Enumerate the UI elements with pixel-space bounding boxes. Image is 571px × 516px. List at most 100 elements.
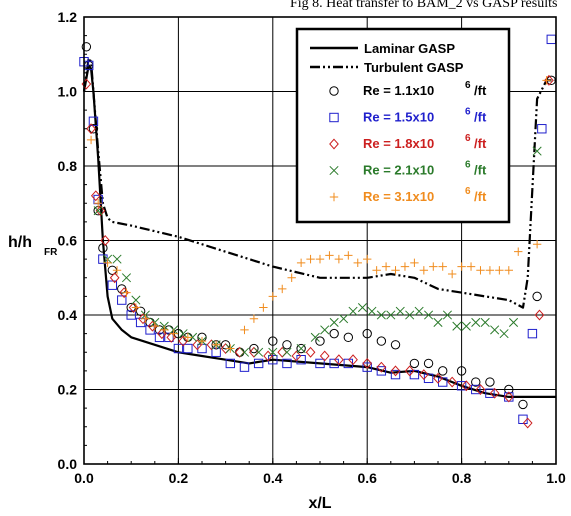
legend-series-unit: /ft: [474, 189, 487, 204]
diamond-marker: [291, 350, 302, 362]
diamond-marker: [376, 361, 387, 373]
y-axis-label-sub: FR: [44, 247, 58, 258]
plus-marker: [363, 254, 372, 264]
data-points: [79, 34, 556, 429]
y-tick-label: 1.0: [58, 84, 78, 100]
series-2-points: [79, 34, 556, 425]
turbulent-gasp-line: [82, 56, 556, 309]
x-tick-label: 0.2: [169, 470, 189, 486]
plus-marker: [226, 344, 235, 353]
legend-series-unit: /ft: [474, 83, 487, 98]
cross-marker: [490, 325, 500, 335]
cross-marker: [329, 317, 339, 328]
diamond-marker: [362, 357, 373, 369]
square-marker: [135, 317, 146, 328]
cross-marker: [268, 347, 278, 357]
square-marker: [98, 254, 108, 264]
plus-marker: [131, 303, 141, 312]
plus-marker: [296, 258, 306, 268]
square-marker: [239, 362, 250, 372]
legend: Laminar GASP Turbulent GASP Re = 1.1x10 6…: [295, 27, 511, 224]
diamond-marker: [489, 387, 500, 399]
plus-marker: [169, 329, 178, 338]
plus-marker: [112, 266, 122, 275]
legend-laminar-label: Laminar GASP: [364, 41, 455, 56]
square-marker: [518, 414, 528, 425]
legend-series-label: Re = 2.1x10: [363, 163, 434, 178]
cross-marker: [433, 317, 443, 328]
square-marker: [253, 358, 264, 369]
square-marker: [546, 34, 556, 45]
axis-ticks: [83, 16, 557, 465]
plus-marker: [197, 336, 207, 346]
plus-marker: [268, 292, 277, 301]
legend-diamond-marker: [329, 138, 339, 150]
cross-marker: [508, 317, 519, 328]
circle-marker: [456, 366, 467, 376]
plus-marker: [400, 262, 410, 271]
diamond-marker: [522, 417, 533, 429]
square-marker: [173, 343, 184, 354]
circle-marker: [117, 284, 127, 294]
legend-series-exponent: 6: [465, 80, 471, 91]
cross-marker: [131, 295, 141, 305]
circle-marker: [376, 336, 387, 346]
cross-marker: [296, 343, 306, 354]
legend-series-label: Re = 1.8x10: [363, 136, 434, 151]
y-tick-label: 0.8: [58, 158, 78, 174]
plus-marker: [315, 254, 325, 264]
diamond-marker: [334, 354, 344, 366]
legend-square-marker: [329, 112, 339, 123]
cross-marker: [386, 310, 396, 320]
y-tick-label: 0.6: [58, 233, 78, 249]
square-marker: [117, 295, 127, 305]
legend-series-label: Re = 1.1x10: [363, 83, 434, 98]
cross-marker: [254, 347, 264, 357]
circle-marker: [485, 377, 495, 387]
square-marker: [88, 116, 99, 126]
plus-marker: [259, 303, 268, 312]
x-tick-label: 1.0: [546, 470, 566, 486]
circle-marker: [343, 332, 354, 343]
chart-title: Fig 8. Heat transfer to BAM_2 vs GASP re…: [290, 0, 557, 11]
legend-series-exponent: 6: [465, 186, 471, 197]
circle-marker: [329, 328, 339, 339]
cross-marker: [480, 317, 490, 328]
legend-circle-marker: [329, 86, 339, 96]
circle-marker: [88, 124, 99, 134]
plus-marker: [183, 333, 193, 342]
legend-series-unit: /ft: [474, 110, 487, 125]
diamond-marker: [86, 123, 96, 135]
diamond-marker: [447, 376, 458, 388]
y-axis-label: h/h FR: [8, 234, 58, 258]
plus-marker: [381, 262, 391, 271]
legend-plus-marker: [329, 192, 339, 202]
plus-marker: [287, 273, 296, 282]
legend-turbulent-label: Turbulent GASP: [364, 60, 464, 75]
diamond-marker: [348, 354, 358, 366]
cross-marker: [471, 317, 481, 328]
circle-marker: [282, 340, 292, 350]
cross-marker: [499, 329, 509, 339]
legend-series-exponent: 6: [465, 133, 471, 144]
diamond-marker: [433, 372, 443, 384]
circle-marker: [315, 336, 325, 346]
square-marker: [282, 358, 292, 369]
diamond-marker: [404, 365, 415, 377]
x-axis-label: x/L: [308, 495, 331, 512]
legend-series-exponent: 6: [465, 107, 471, 118]
plus-marker: [429, 262, 438, 271]
y-tick-labels: 0.0 0.2 0.4 0.6 0.8 1.0 1.2: [58, 9, 78, 472]
y-tick-label: 0.2: [58, 382, 78, 398]
diamond-marker: [475, 384, 486, 395]
square-marker: [456, 381, 467, 391]
square-marker: [107, 280, 118, 290]
square-marker: [225, 358, 236, 369]
circle-marker: [390, 340, 401, 350]
circle-marker: [296, 343, 306, 354]
cross-marker: [320, 325, 330, 335]
legend-series-exponent: 6: [465, 160, 471, 171]
square-marker: [126, 310, 136, 320]
cross-marker: [310, 332, 320, 342]
